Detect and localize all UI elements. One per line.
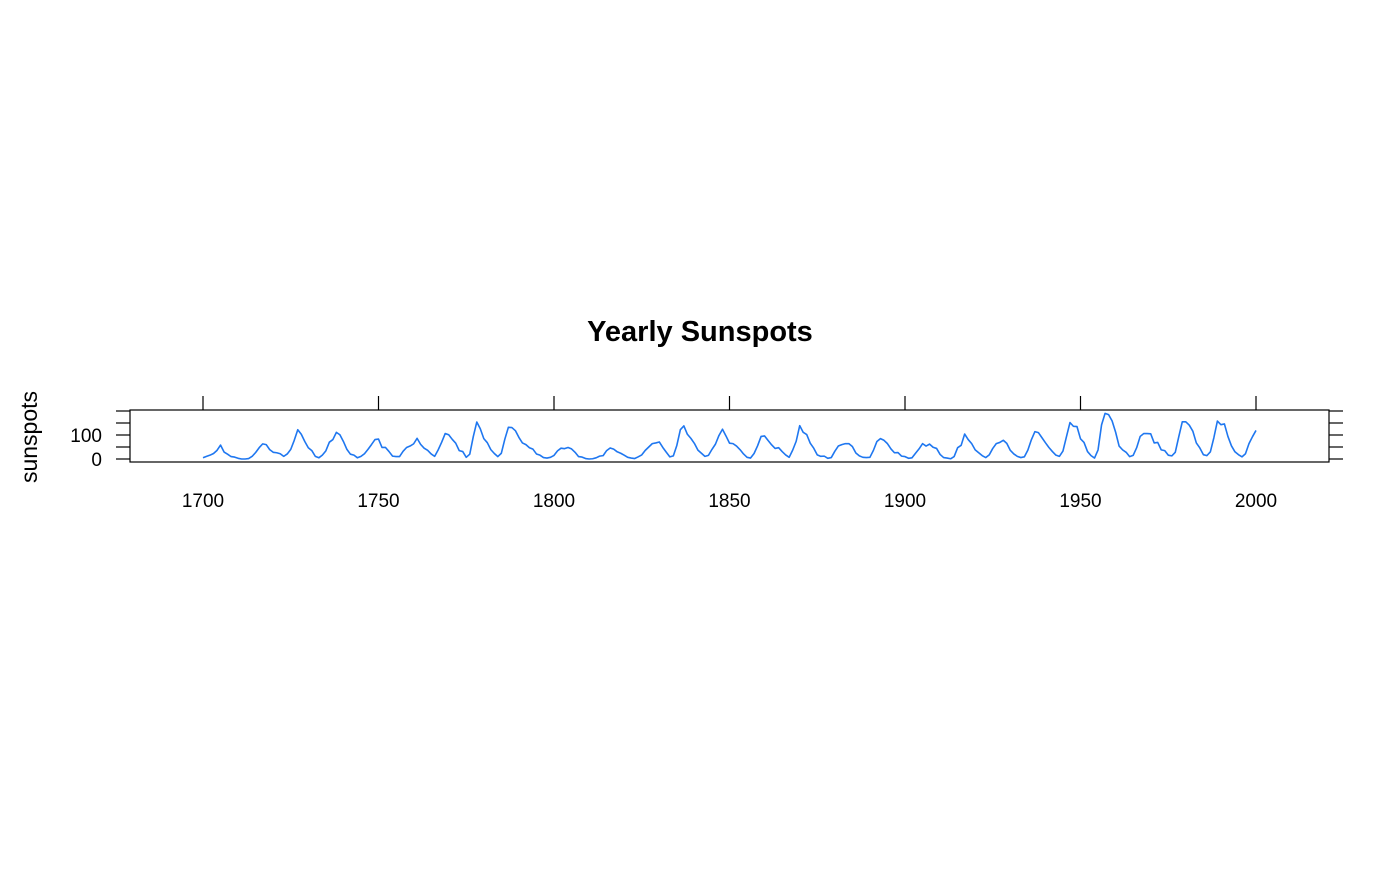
x-tick-label-1800: 1800 (533, 491, 575, 512)
y-tick-label-0: 0 (91, 450, 102, 471)
y-axis-right-ticks (1329, 410, 1343, 460)
x-tick-label-1700: 1700 (182, 491, 224, 512)
x-tick-label-1750: 1750 (357, 491, 399, 512)
y-axis-label: sunspots (16, 391, 42, 483)
x-axis-bottom-labels: 1700 1750 1800 1850 1900 1950 2000 (182, 491, 1277, 512)
x-tick-label-1950: 1950 (1059, 491, 1101, 512)
plot-panel-frame (129, 409, 1330, 463)
x-tick-label-2000: 2000 (1235, 491, 1277, 512)
y-tick-label-100: 100 (70, 426, 102, 447)
series-group (202, 412, 1257, 460)
x-tick-label-1900: 1900 (884, 491, 926, 512)
x-tick-label-1850: 1850 (708, 491, 750, 512)
series-line-sunspots (202, 412, 1257, 460)
x-axis-top-ticks (202, 396, 1257, 410)
chart-title: Yearly Sunspots (587, 316, 813, 348)
